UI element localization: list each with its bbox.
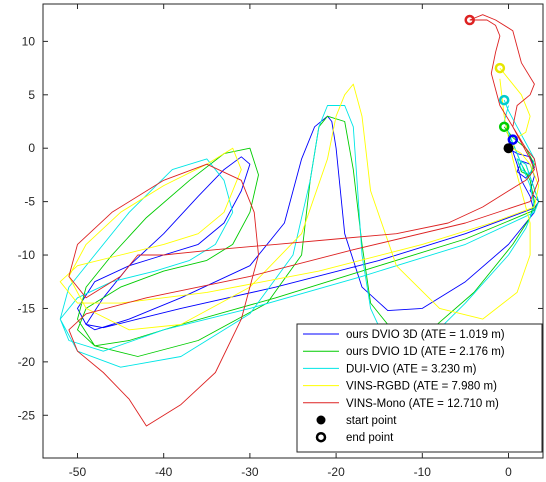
y-tick-label: -15 bbox=[18, 301, 36, 315]
end-point-marker-2 bbox=[494, 62, 506, 74]
legend-label-5: VINS-Mono (ATE = 12.710 m) bbox=[346, 398, 499, 410]
legend-label-7: end point bbox=[346, 432, 394, 444]
legend-label-6: start point bbox=[346, 415, 397, 427]
end-point-marker-5 bbox=[507, 134, 519, 145]
end-point-marker-4 bbox=[498, 121, 510, 133]
x-tick-label: -50 bbox=[69, 465, 87, 479]
x-tick-label: -20 bbox=[327, 465, 345, 479]
series-line-2 bbox=[77, 115, 540, 357]
x-tick-label: -30 bbox=[241, 465, 259, 479]
legend-label-4: VINS-RGBD (ATE = 7.980 m) bbox=[346, 381, 497, 393]
legend-end-marker bbox=[315, 431, 327, 443]
legend: ours DVIO 3D (ATE = 1.019 m) ours DVIO 1D… bbox=[296, 323, 543, 453]
legend-box bbox=[296, 323, 543, 453]
y-tick-label: 0 bbox=[28, 141, 35, 155]
legend-label-1: ours DVIO 3D (ATE = 1.019 m) bbox=[346, 329, 505, 341]
axis-ticks: -50 -40 -30 -20 -10 0 10 5 0 -5 -10 -15 -20 -25 bbox=[18, 4, 543, 479]
legend-label-3: DUI-VIO (ATE = 3.230 m) bbox=[346, 363, 477, 375]
end-point-marker-3 bbox=[498, 94, 510, 106]
y-tick-label: 10 bbox=[22, 34, 36, 48]
series-line-5 bbox=[68, 14, 540, 427]
x-tick-label: 0 bbox=[505, 465, 512, 479]
x-tick-label: -10 bbox=[414, 465, 432, 479]
y-tick-label: -25 bbox=[18, 408, 36, 422]
legend-label-2: ours DVIO 1D (ATE = 2.176 m) bbox=[346, 346, 505, 358]
x-tick-label: -40 bbox=[155, 465, 173, 479]
end-point-marker-1 bbox=[464, 14, 475, 26]
y-tick-label: 5 bbox=[28, 88, 35, 102]
y-tick-label: -5 bbox=[24, 195, 35, 209]
y-tick-label: -10 bbox=[18, 248, 36, 262]
axes-box bbox=[42, 3, 544, 459]
start-point-marker-1 bbox=[503, 143, 514, 154]
markers bbox=[464, 14, 519, 154]
y-tick-label: -20 bbox=[18, 355, 36, 369]
legend-start-marker bbox=[316, 415, 326, 425]
